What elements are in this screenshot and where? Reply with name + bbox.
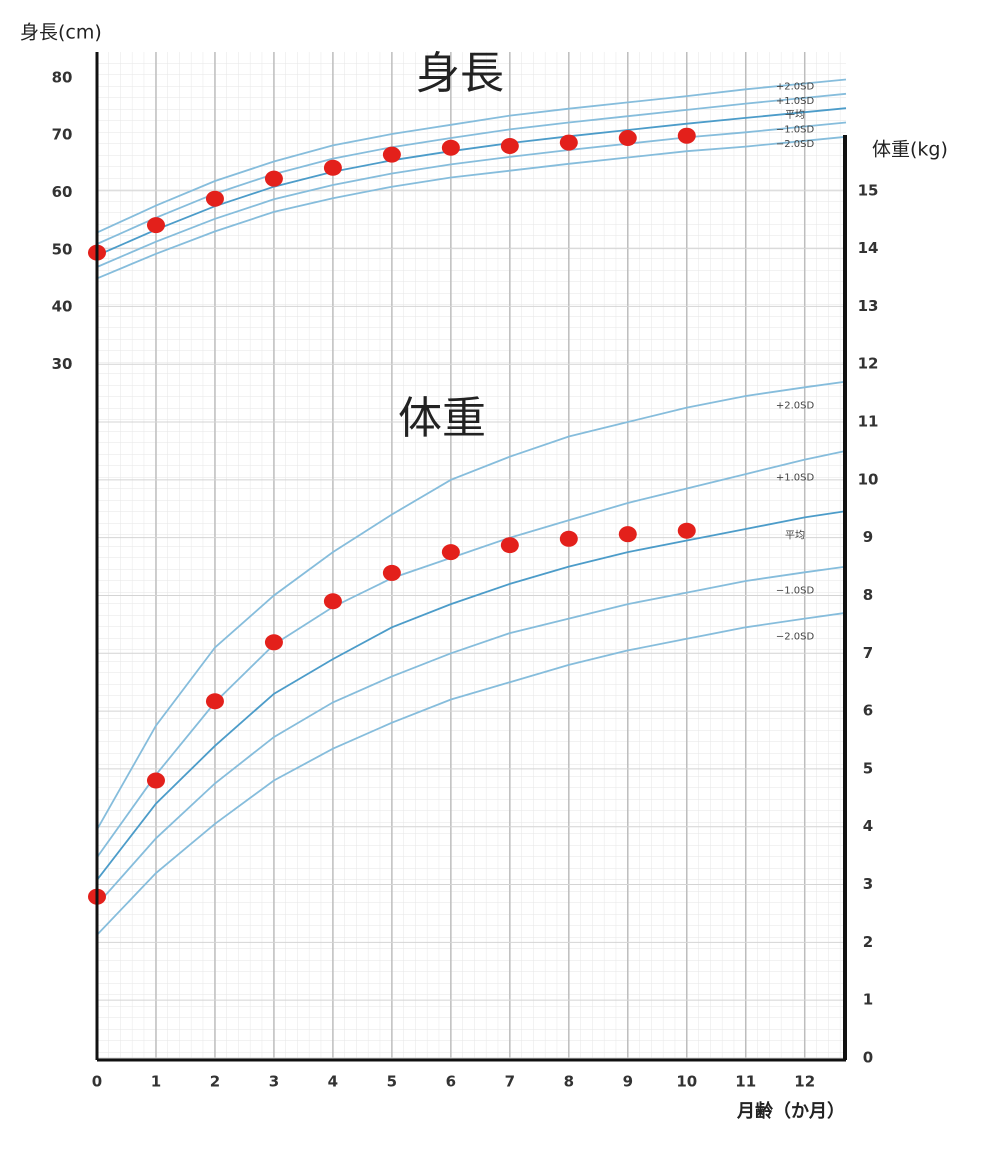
curve-label: 平均 [785, 109, 805, 121]
x-tick-label: 1 [151, 1073, 161, 1091]
reference-curve [96, 121, 847, 268]
y2-tick-label: 12 [858, 355, 879, 373]
y2-axis-title: 体重(kg) [872, 139, 948, 161]
curve-label: −1.0SD [776, 585, 815, 596]
measurement-dot [441, 544, 460, 561]
y-tick-label: 70 [52, 126, 73, 144]
measurement-dot [382, 564, 401, 581]
y2-tick-label: 0 [863, 1049, 873, 1067]
x-tick-label: 2 [210, 1073, 220, 1091]
reference-curve [96, 450, 847, 858]
curve-label: +2.0SD [776, 82, 815, 93]
y-tick-label: 60 [52, 183, 73, 201]
height-title: 身長 [416, 48, 504, 99]
grid [96, 52, 846, 1060]
y2-tick-label: 2 [863, 933, 873, 951]
measurement-dot [618, 129, 637, 146]
reference-curve [96, 611, 847, 936]
x-tick-label: 3 [269, 1073, 279, 1091]
curve-label: −1.0SD [776, 125, 815, 136]
measurement-dot [205, 190, 224, 207]
measurement-dot [618, 526, 637, 543]
measurements [88, 127, 696, 905]
measurement-dot [441, 139, 460, 156]
reference-curve [96, 135, 847, 280]
measurement-dot [205, 693, 224, 710]
curve-label: +2.0SD [776, 400, 815, 411]
y2-tick-label: 4 [863, 817, 873, 835]
y-tick-label: 30 [52, 355, 73, 373]
x-tick-label: 6 [446, 1073, 456, 1091]
y2-tick-label: 14 [858, 239, 879, 257]
y2-tick-label: 10 [858, 470, 879, 488]
curve-label: −2.0SD [776, 632, 815, 643]
curve-label: +1.0SD [776, 96, 815, 107]
reference-curve [96, 565, 847, 906]
measurement-dot [323, 593, 342, 610]
measurement-dot [146, 772, 165, 789]
y-tick-label: 80 [52, 68, 73, 86]
x-tick-label: 10 [676, 1073, 697, 1091]
reference-curve [96, 78, 847, 234]
measurement-dot [146, 217, 165, 234]
y2-tick-label: 8 [863, 586, 873, 604]
measurement-dot [500, 138, 519, 155]
curve-label: −2.0SD [776, 139, 815, 150]
x-tick-label: 4 [328, 1073, 338, 1091]
y-tick-label: 40 [52, 298, 73, 316]
y-tick-label: 50 [52, 240, 73, 258]
x-tick-label: 11 [735, 1073, 756, 1091]
reference-curves [96, 78, 847, 936]
x-tick-label: 7 [505, 1073, 515, 1091]
measurement-dot [323, 159, 342, 176]
reference-curve [96, 380, 847, 831]
y2-tick-label: 5 [863, 759, 873, 777]
y2-tick-label: 6 [863, 702, 873, 720]
measurement-dot [677, 522, 696, 539]
measurement-dot [559, 530, 578, 547]
y2-tick-label: 3 [863, 875, 873, 893]
y2-tick-label: 9 [863, 528, 873, 546]
x-tick-label: 5 [387, 1073, 397, 1091]
y-axis-title: 身長(cm) [20, 22, 102, 44]
reference-curve [96, 107, 847, 257]
measurement-dot [382, 146, 401, 163]
measurement-dot [264, 634, 283, 651]
minor-grid [97, 52, 846, 1060]
reference-curve [96, 92, 847, 245]
x-tick-label: 12 [794, 1073, 815, 1091]
x-tick-label: 8 [564, 1073, 574, 1091]
curve-label: 平均 [785, 529, 805, 541]
y2-tick-label: 7 [863, 644, 873, 662]
measurement-dot [264, 170, 283, 187]
reference-curve [96, 510, 847, 881]
y2-tick-label: 13 [858, 297, 879, 315]
y2-tick-label: 11 [858, 413, 879, 431]
x-axis-title: 月齢（か月） [736, 1100, 845, 1122]
x-tick-label: 9 [623, 1073, 633, 1091]
measurement-dot [500, 537, 519, 554]
measurement-dot [559, 134, 578, 151]
y2-tick-label: 1 [863, 991, 873, 1009]
y2-tick-label: 15 [858, 181, 879, 199]
curve-label: +1.0SD [776, 473, 815, 484]
measurement-dot [677, 127, 696, 144]
weight-title: 体重 [398, 393, 486, 444]
x-tick-label: 0 [92, 1073, 102, 1091]
